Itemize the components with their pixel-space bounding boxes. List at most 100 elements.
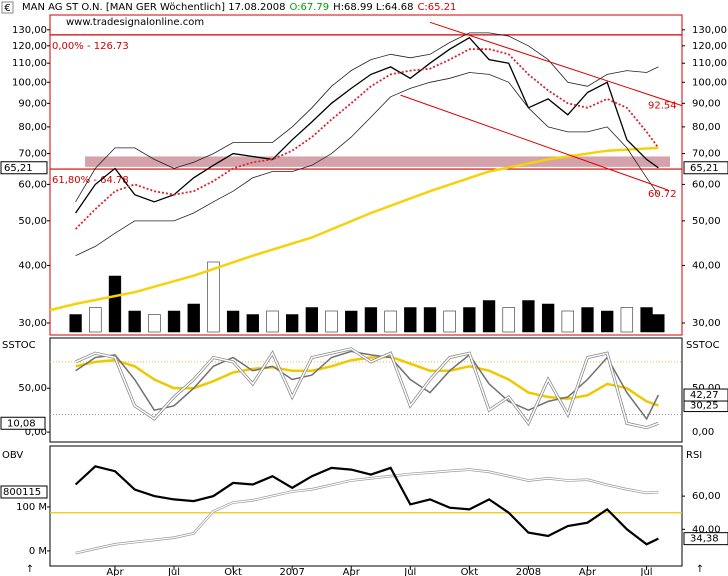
- y-tick-label-right: 110,00: [692, 58, 727, 69]
- volume-bar: [108, 275, 122, 333]
- volume-bar: [620, 307, 634, 333]
- volume-bar: [463, 307, 476, 333]
- volume-bar: [207, 261, 220, 333]
- title: MAN AG ST O.N. [MAN GER Wöchentlich] 17.…: [22, 2, 456, 13]
- currency-box: [1, 1, 14, 14]
- volume-bar: [502, 307, 515, 333]
- volume-bar: [167, 310, 181, 333]
- title: MAN AG ST O.N. [MAN GER Wöchentlich] 17.…: [22, 2, 285, 13]
- high-low-label: H:68.99 L:64.68: [333, 2, 413, 13]
- x-tick-label: Jul: [167, 567, 180, 576]
- open-label: O:67.79: [289, 2, 329, 13]
- price-line: [74, 48, 660, 230]
- y-tick-label: 100,00: [12, 77, 47, 88]
- price-line: [75, 72, 659, 257]
- x-tick-label: 2007: [279, 567, 304, 576]
- y-tick-label-right: 0,00: [692, 427, 714, 438]
- trend-label: 60.72: [648, 189, 677, 200]
- volume-bar: [541, 303, 555, 333]
- panel-label: SSTOC: [686, 340, 720, 351]
- y-tick-label: 130,00: [12, 25, 47, 36]
- volume-bar: [187, 303, 200, 333]
- y-tick-label-right: 80,00: [692, 122, 721, 133]
- stoch-tag: 42,27: [690, 390, 719, 401]
- y-tick-label-right: 40,00: [692, 260, 721, 271]
- trend-label: 92.54: [648, 101, 677, 112]
- volume-bar: [601, 310, 614, 333]
- rsi-line: [74, 465, 659, 546]
- volume-bar: [423, 307, 437, 333]
- volume-bar: [443, 310, 456, 333]
- scroll-arrow: ↑: [26, 564, 34, 575]
- watermark: www.tradesignalonline.com: [66, 17, 204, 28]
- fib-label: 0,00% - 126.73: [52, 41, 129, 52]
- x-tick-label: Okt: [461, 567, 479, 576]
- price-line: [75, 32, 659, 203]
- y-tick-label: 120,00: [12, 41, 47, 52]
- fib-label: 61,80% - 64.78: [52, 175, 129, 186]
- volume-bar: [286, 314, 299, 333]
- y-tick-label-right: 30,00: [692, 318, 721, 329]
- y-tick-label-right: 130,00: [692, 25, 727, 36]
- y-tick-label-right: 50,00: [692, 216, 721, 227]
- last-value-label: 65,21: [690, 163, 719, 174]
- volume-bar: [128, 310, 141, 333]
- panel-label: OBV: [2, 450, 23, 461]
- volume-bar: [246, 314, 259, 333]
- y-tick-label: 0,00: [25, 427, 47, 438]
- y-tick-label: 110,00: [12, 58, 47, 69]
- stoch-panel: [49, 337, 683, 443]
- obv-tag-box: [0, 485, 48, 499]
- last-value-box: [683, 161, 728, 175]
- volume-bar: [89, 307, 102, 333]
- volume-bar: [561, 310, 574, 333]
- volume-bar: [652, 314, 665, 333]
- stoch-tag-box: [683, 388, 728, 402]
- trend-line: [400, 94, 669, 191]
- x-tick-label: Okt: [224, 567, 242, 576]
- x-tick-label: Jul: [640, 567, 653, 576]
- currency: €: [4, 3, 10, 14]
- price-panel: [49, 14, 683, 336]
- volume-bar: [581, 307, 594, 333]
- price-zone: [85, 156, 670, 167]
- y-tick-label: 0 M: [29, 546, 47, 557]
- y-tick-label: 60,00: [18, 179, 47, 190]
- last-value-box: [0, 161, 48, 175]
- volume-bar: [148, 314, 161, 333]
- y-tick-label-right: 90,00: [692, 98, 721, 109]
- y-tick-label: 30,00: [18, 318, 47, 329]
- stoch-line: [75, 347, 659, 429]
- y-tick-label-right: 120,00: [692, 41, 727, 52]
- volume-bar: [345, 310, 358, 333]
- panel-label: RSI: [686, 450, 702, 461]
- volume-bar: [384, 310, 397, 333]
- y-tick-label: 70,00: [18, 149, 47, 160]
- stoch-tag: 30,25: [690, 401, 719, 412]
- volume-bar: [305, 307, 319, 333]
- x-tick-label: Jul: [403, 567, 416, 576]
- y-tick-label: 50,00: [18, 383, 47, 394]
- volume-bar: [522, 300, 535, 333]
- obv-tag: 800115: [3, 487, 41, 498]
- stoch-line: [75, 355, 659, 407]
- volume-bar: [640, 307, 653, 333]
- sma-line: [49, 146, 659, 312]
- volume-bar: [69, 314, 82, 333]
- panel-label: SSTOC: [2, 340, 36, 351]
- volume-bar: [226, 310, 240, 333]
- volume-bar: [364, 307, 378, 333]
- close-label: C:65.21: [417, 2, 456, 13]
- y-tick-label: 100 M: [16, 502, 47, 513]
- volume-bar: [266, 310, 279, 333]
- trend-line: [429, 21, 683, 107]
- y-tick-label: 80,00: [18, 122, 47, 133]
- x-tick-label: Apr: [106, 567, 124, 576]
- stoch-tag: 10,08: [7, 418, 36, 429]
- volume-bar: [325, 310, 338, 333]
- y-tick-label: 40,00: [18, 260, 47, 271]
- y-tick-label: 50,00: [18, 216, 47, 227]
- rsi-tag: 34,38: [690, 534, 719, 545]
- y-tick-label-right: 100,00: [692, 77, 727, 88]
